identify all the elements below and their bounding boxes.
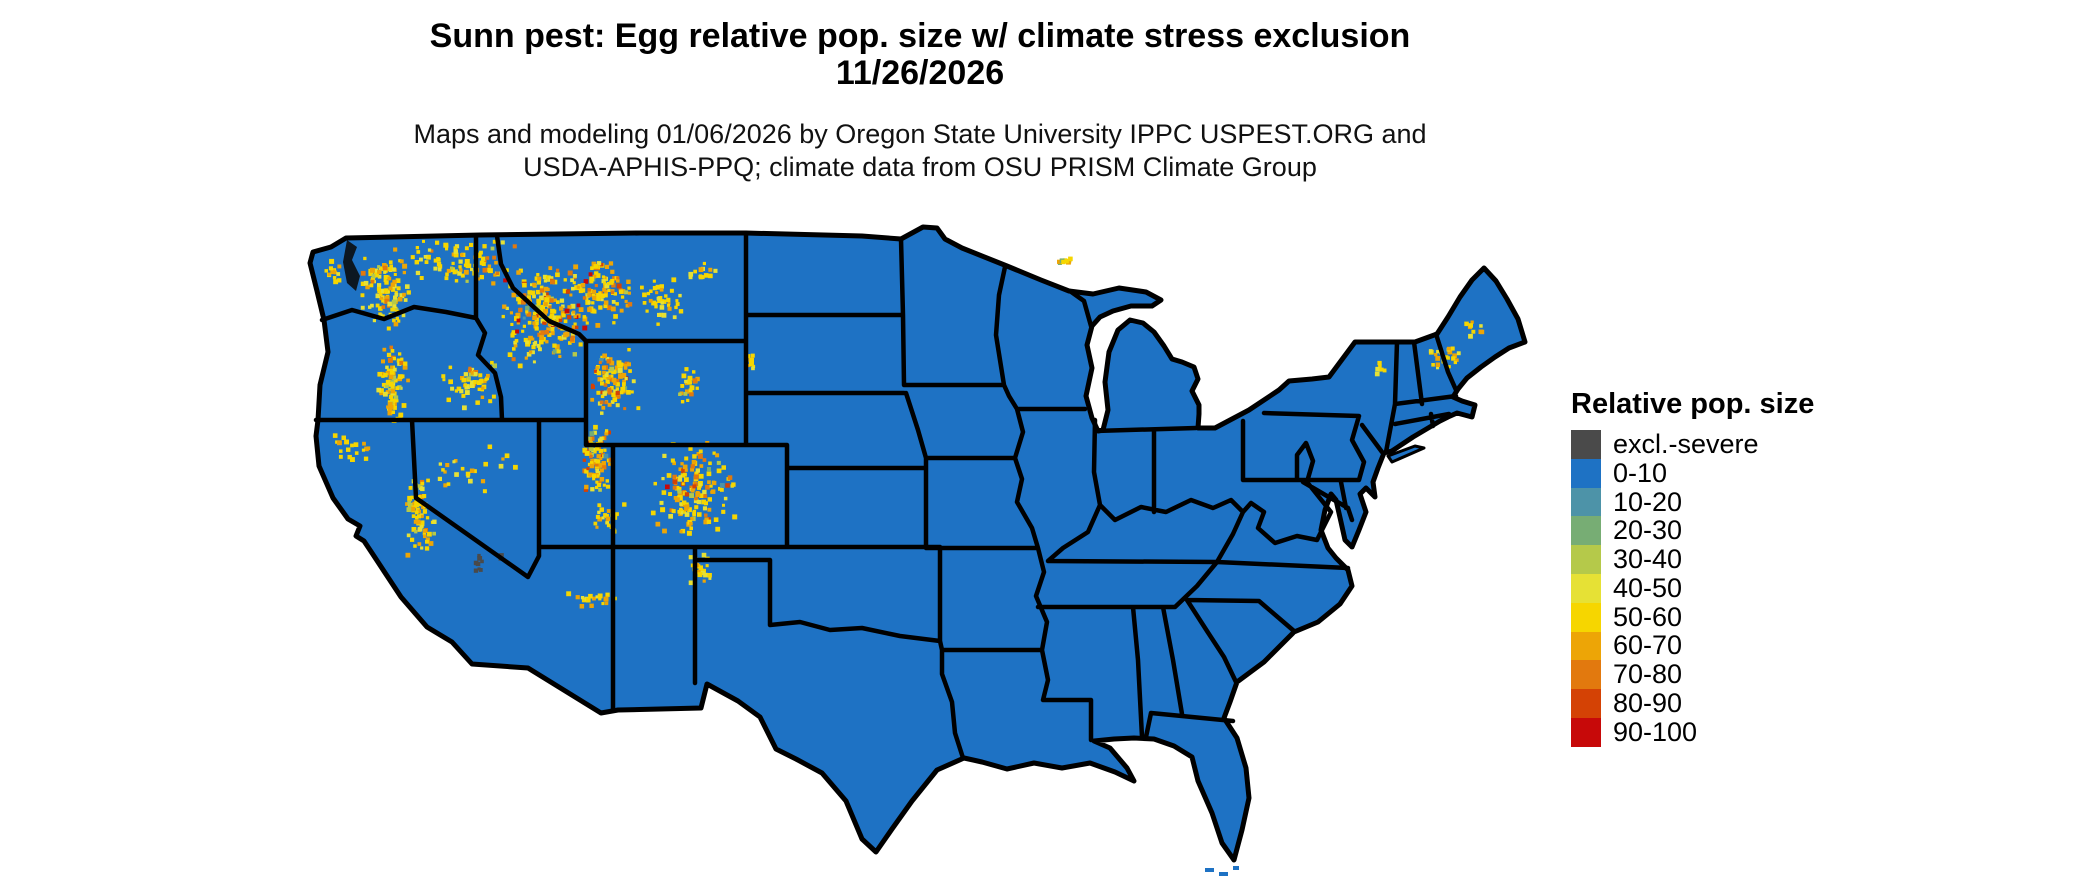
- legend-item-label: 20-30: [1613, 515, 1683, 546]
- legend-color-swatch: [1571, 573, 1601, 603]
- legend-color-swatch: [1571, 545, 1601, 574]
- puget-sound-detail: [343, 240, 360, 291]
- map-title-line1: Sunn pest: Egg relative pop. size w/ cli…: [429, 17, 1411, 55]
- legend-item: 0-10: [1571, 457, 1831, 488]
- legend-color-swatch: [1571, 660, 1601, 690]
- legend-color-swatch: [1571, 717, 1601, 747]
- legend-color-swatch: [1571, 487, 1601, 517]
- legend-item-label: 60-70: [1613, 630, 1683, 661]
- map-attribution: Maps and modeling 01/06/2026 by Oregon S…: [170, 118, 1670, 184]
- legend-item: 80-90: [1571, 688, 1831, 719]
- legend-color-swatch: [1571, 516, 1601, 546]
- legend-item: 50-60: [1571, 601, 1831, 632]
- legend-item: 60-70: [1571, 630, 1831, 661]
- legend-item: 20-30: [1571, 515, 1831, 546]
- legend-item-label: excl.-severe: [1613, 428, 1759, 459]
- state-borders: [313, 230, 1459, 761]
- legend-item: 40-50: [1571, 572, 1831, 603]
- legend-item: excl.-severe: [1571, 428, 1831, 459]
- legend-item: 30-40: [1571, 544, 1831, 575]
- legend-title: Relative pop. size: [1571, 388, 1815, 420]
- legend-color-swatch: [1571, 689, 1601, 718]
- legend-item-label: 0-10: [1613, 457, 1668, 488]
- long-island: [1386, 444, 1426, 464]
- legend-item-label: 40-50: [1613, 572, 1683, 603]
- legend: Relative pop. size excl.-severe 0-10 10-20…: [1571, 388, 1831, 747]
- legend-color-swatch: [1571, 631, 1601, 661]
- legend-color-swatch: [1571, 602, 1601, 632]
- population-raster-dots-offshore: [1057, 256, 1073, 265]
- legend-items: excl.-severe 0-10 10-20 20-30 30-40 40-50 50-6…: [1571, 428, 1831, 747]
- legend-item-label: 80-90: [1613, 688, 1683, 719]
- legend-color-swatch: [1571, 430, 1601, 459]
- legend-item: 90-100: [1571, 716, 1831, 747]
- map-attribution-line1: Maps and modeling 01/06/2026 by Oregon S…: [413, 119, 1427, 149]
- legend-item: 10-20: [1571, 486, 1831, 517]
- legend-color-swatch: [1571, 458, 1601, 488]
- map-title: Sunn pest: Egg relative pop. size w/ cli…: [170, 18, 1670, 92]
- legend-item: 70-80: [1571, 659, 1831, 690]
- legend-item-label: 90-100: [1613, 716, 1698, 747]
- map-attribution-line2: USDA-APHIS-PPQ; climate data from OSU PR…: [523, 152, 1317, 182]
- conus-landmass: [307, 224, 1528, 863]
- legend-item-label: 30-40: [1613, 544, 1683, 575]
- legend-item-label: 70-80: [1613, 659, 1683, 690]
- legend-item-label: 10-20: [1613, 486, 1683, 517]
- map-title-date: 11/26/2026: [835, 54, 1005, 92]
- florida-keys: [1205, 866, 1239, 876]
- legend-item-label: 50-60: [1613, 601, 1683, 632]
